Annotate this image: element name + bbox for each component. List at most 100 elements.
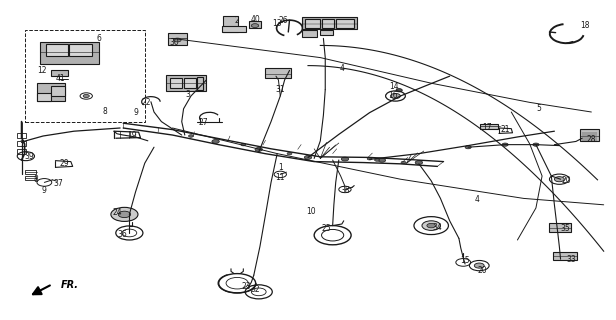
Text: 12: 12 bbox=[37, 66, 47, 75]
Text: 4: 4 bbox=[475, 196, 480, 204]
Text: 14: 14 bbox=[389, 82, 399, 91]
Text: 9: 9 bbox=[42, 186, 47, 195]
Text: 30: 30 bbox=[169, 38, 179, 47]
Text: 9: 9 bbox=[133, 108, 138, 117]
Circle shape bbox=[554, 177, 564, 182]
Bar bbox=[25, 170, 36, 174]
Text: 3: 3 bbox=[185, 90, 190, 99]
Circle shape bbox=[378, 158, 386, 162]
Circle shape bbox=[212, 140, 219, 143]
Circle shape bbox=[188, 135, 193, 137]
Text: 23: 23 bbox=[241, 282, 251, 291]
Text: 35: 35 bbox=[561, 224, 570, 233]
Text: 1: 1 bbox=[278, 164, 283, 172]
Circle shape bbox=[375, 159, 379, 161]
Bar bbox=[580, 129, 599, 141]
Bar bbox=[17, 149, 26, 154]
Text: 10: 10 bbox=[306, 207, 316, 216]
Text: 39: 39 bbox=[25, 152, 34, 161]
Text: 16: 16 bbox=[388, 92, 398, 100]
Text: 27: 27 bbox=[198, 118, 208, 127]
Text: 2: 2 bbox=[235, 16, 240, 25]
Bar bbox=[197, 77, 203, 90]
Bar bbox=[322, 19, 334, 28]
Circle shape bbox=[251, 24, 259, 28]
Text: 19: 19 bbox=[128, 132, 137, 140]
Text: 5: 5 bbox=[537, 104, 541, 113]
Text: 34: 34 bbox=[432, 223, 442, 232]
Text: 28: 28 bbox=[586, 135, 596, 144]
Text: 29: 29 bbox=[60, 159, 70, 168]
Bar bbox=[302, 17, 357, 29]
Circle shape bbox=[502, 143, 508, 146]
Circle shape bbox=[83, 94, 89, 98]
Text: 17: 17 bbox=[482, 124, 492, 132]
Text: 40: 40 bbox=[251, 15, 261, 24]
Circle shape bbox=[367, 157, 372, 160]
Bar bbox=[480, 124, 498, 129]
Bar bbox=[302, 30, 317, 37]
Text: 18: 18 bbox=[580, 21, 590, 30]
Bar bbox=[170, 78, 182, 88]
Bar bbox=[17, 141, 26, 146]
Text: 26: 26 bbox=[278, 16, 288, 25]
Text: 32: 32 bbox=[251, 285, 261, 294]
Circle shape bbox=[341, 157, 349, 161]
Text: 15: 15 bbox=[460, 256, 470, 265]
Text: 8: 8 bbox=[102, 107, 107, 116]
Text: 13: 13 bbox=[272, 20, 282, 28]
Bar bbox=[168, 33, 187, 45]
Bar bbox=[40, 42, 99, 64]
Text: 25: 25 bbox=[322, 224, 331, 233]
Circle shape bbox=[415, 161, 423, 164]
Circle shape bbox=[533, 143, 539, 146]
Text: 20: 20 bbox=[562, 176, 572, 185]
Circle shape bbox=[111, 207, 138, 221]
Circle shape bbox=[118, 211, 131, 218]
Bar bbox=[69, 44, 92, 56]
Circle shape bbox=[391, 93, 400, 99]
Text: 20: 20 bbox=[477, 266, 487, 275]
Bar bbox=[553, 252, 577, 260]
Text: 41: 41 bbox=[55, 74, 65, 83]
Text: 33: 33 bbox=[567, 255, 577, 264]
Circle shape bbox=[401, 161, 406, 164]
Circle shape bbox=[241, 143, 246, 146]
Bar bbox=[336, 19, 354, 28]
Bar bbox=[249, 21, 261, 28]
Circle shape bbox=[474, 263, 484, 268]
Circle shape bbox=[396, 89, 402, 92]
Bar bbox=[222, 26, 246, 32]
Text: 38: 38 bbox=[340, 186, 350, 195]
Circle shape bbox=[255, 148, 262, 151]
Bar bbox=[37, 83, 65, 101]
Text: 7: 7 bbox=[19, 140, 24, 149]
Text: 22: 22 bbox=[142, 98, 152, 107]
Circle shape bbox=[465, 146, 471, 149]
Bar bbox=[305, 19, 320, 28]
Bar bbox=[51, 70, 68, 76]
Bar bbox=[184, 78, 196, 88]
Text: 6: 6 bbox=[96, 34, 101, 43]
Circle shape bbox=[427, 223, 436, 228]
Bar bbox=[265, 68, 291, 78]
Text: 31: 31 bbox=[275, 85, 285, 94]
Circle shape bbox=[174, 38, 181, 42]
Circle shape bbox=[287, 152, 292, 155]
Text: 37: 37 bbox=[54, 180, 63, 188]
Text: 36: 36 bbox=[117, 230, 127, 239]
Bar bbox=[46, 44, 68, 56]
Text: FR.: FR. bbox=[60, 280, 78, 291]
Bar bbox=[549, 223, 571, 232]
Bar bbox=[25, 176, 36, 180]
Text: 11: 11 bbox=[275, 173, 285, 182]
Bar bbox=[223, 16, 238, 32]
Bar bbox=[25, 30, 145, 122]
Circle shape bbox=[304, 156, 312, 159]
Text: 4: 4 bbox=[339, 64, 344, 73]
Bar bbox=[17, 133, 26, 138]
Circle shape bbox=[422, 221, 440, 230]
Text: 24: 24 bbox=[112, 208, 122, 217]
Bar bbox=[51, 86, 65, 96]
Bar bbox=[37, 93, 51, 101]
